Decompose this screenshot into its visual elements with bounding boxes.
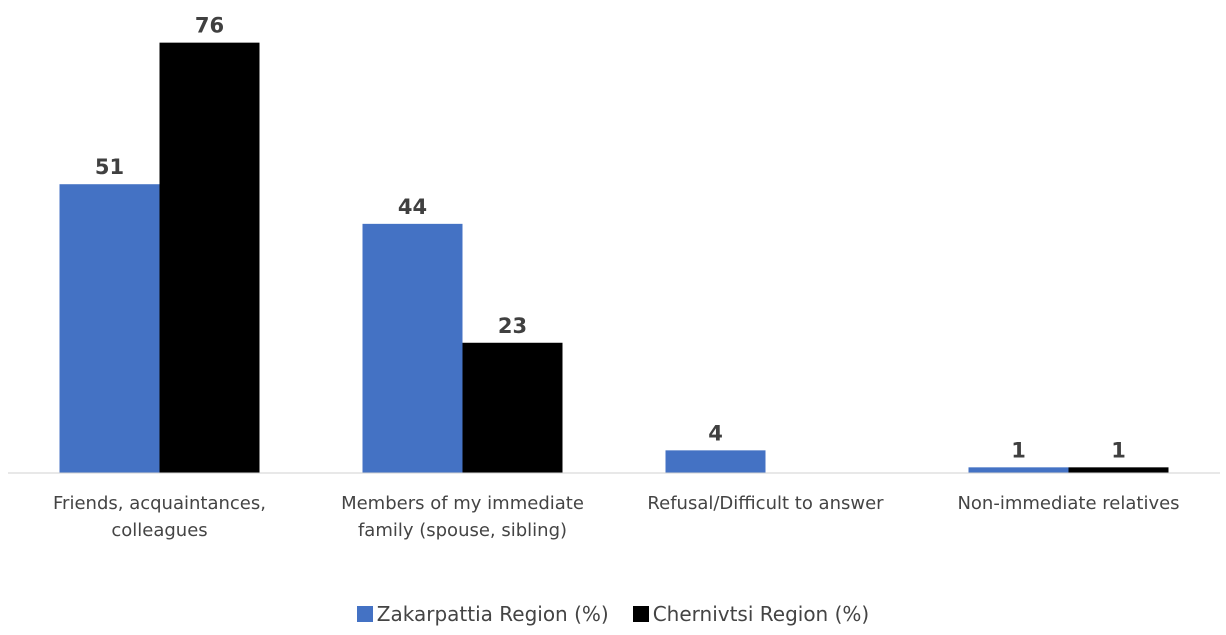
value-label: 23 [498, 314, 527, 338]
legend: Zakarpattia Region (%) Chernivtsi Region … [0, 602, 1226, 627]
legend-label: Chernivtsi Region (%) [652, 602, 870, 626]
bar [1068, 467, 1169, 473]
x-tick-label: Non-immediate relatives [957, 493, 1180, 514]
value-label: 44 [398, 195, 427, 219]
bar [462, 342, 563, 473]
bar [362, 223, 463, 473]
value-label: 1 [1111, 438, 1126, 462]
legend-swatch [632, 606, 649, 622]
value-label: 1 [1011, 438, 1026, 462]
legend-item: Zakarpattia Region (%) [356, 602, 609, 626]
x-tick-label: Members of my immediate family (spouse, … [341, 493, 584, 541]
value-label: 76 [195, 14, 224, 38]
legend-label: Zakarpattia Region (%) [376, 602, 609, 626]
value-label: 4 [708, 421, 723, 445]
x-tick-label: Friends, acquaintances, colleagues [53, 493, 266, 541]
value-label: 51 [95, 155, 124, 179]
legend-item: Chernivtsi Region (%) [632, 602, 870, 626]
x-tick-label: Refusal/Difficult to answer [647, 493, 884, 514]
bar [665, 450, 766, 473]
legend-swatch [356, 606, 373, 622]
bar [159, 42, 260, 474]
bar [968, 467, 1069, 473]
bar [59, 184, 160, 473]
